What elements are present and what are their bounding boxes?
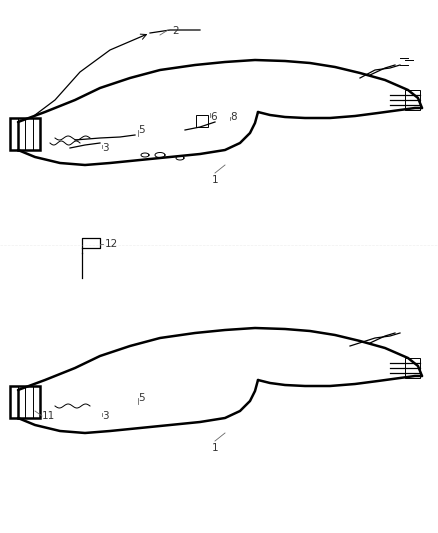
Text: 8: 8 bbox=[230, 112, 237, 122]
Bar bbox=[405, 90, 420, 110]
Text: 5: 5 bbox=[138, 393, 145, 403]
Bar bbox=[405, 358, 420, 378]
Text: 5: 5 bbox=[138, 125, 145, 135]
Text: 1: 1 bbox=[212, 175, 218, 185]
Bar bbox=[196, 115, 208, 127]
Text: 3: 3 bbox=[102, 143, 109, 153]
Text: 6: 6 bbox=[210, 112, 217, 122]
Text: 1: 1 bbox=[212, 443, 218, 453]
Text: 3: 3 bbox=[102, 411, 109, 421]
Text: 12: 12 bbox=[105, 239, 118, 249]
Bar bbox=[10, 118, 40, 150]
Text: 2: 2 bbox=[172, 26, 179, 36]
Bar bbox=[10, 386, 40, 418]
Text: 11: 11 bbox=[42, 411, 55, 421]
